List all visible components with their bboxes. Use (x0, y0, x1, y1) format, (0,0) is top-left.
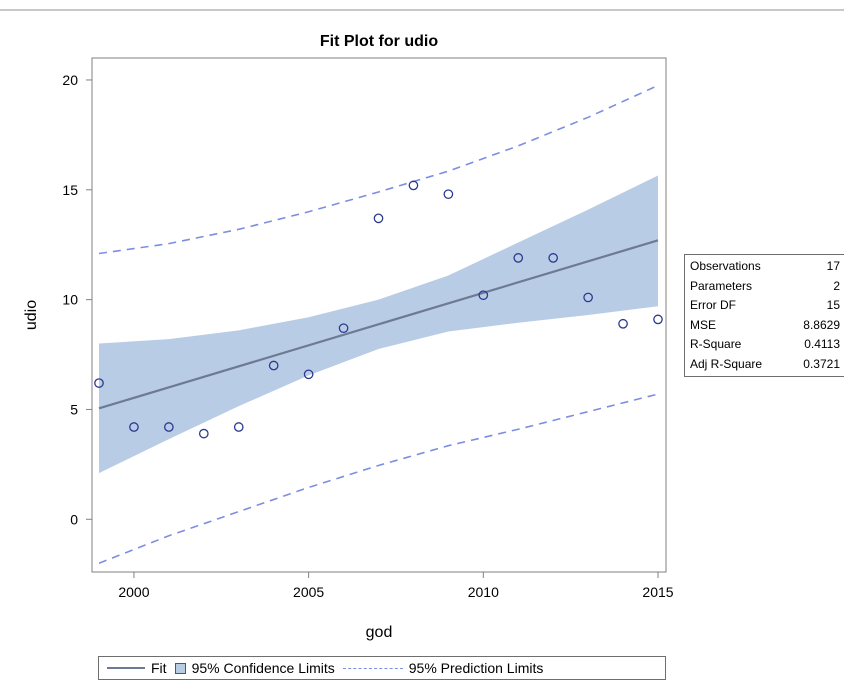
data-point (618, 318, 628, 329)
data-point (303, 369, 314, 380)
y-tick-label: 5 (70, 401, 78, 417)
data-point (129, 422, 139, 432)
legend-label-fit: Fit (151, 660, 167, 676)
stats-row-mse: MSE 8.8629 (690, 317, 840, 332)
data-point (513, 253, 524, 263)
stats-row-adj-r-square: Adj R-Square 0.3721 (690, 356, 840, 371)
data-point (373, 213, 384, 224)
fit-line (98, 239, 659, 410)
fit-statistics-table: Observations 17 Parameters 2 Error DF 15 MS… (684, 254, 844, 377)
data-point (653, 314, 663, 325)
legend-label-confidence: 95% Confidence Limits (191, 660, 335, 676)
data-point (198, 428, 209, 439)
chart-legend: Fit 95% Confidence Limits 95% Prediction… (98, 656, 666, 680)
plot-frame (91, 57, 667, 573)
data-point (164, 422, 174, 432)
data-point (443, 189, 454, 200)
x-tick-label: 2010 (468, 584, 499, 600)
x-tick-label: 2000 (118, 584, 149, 600)
data-point (583, 292, 593, 303)
data-point (548, 253, 559, 263)
data-point (408, 180, 419, 191)
stats-row-observations: Observations 17 (690, 259, 840, 273)
x-tick-label: 2015 (642, 584, 673, 600)
data-point (478, 290, 489, 301)
fit-plot-chart: 0 5 10 15 20 2000 2005 2010 2015 Fit Plot for udi… (23, 33, 674, 641)
y-tick-label: 0 (70, 511, 78, 527)
stats-row-parameters: Parameters 2 (690, 278, 840, 293)
data-point (94, 378, 104, 388)
legend-item-confidence: 95% Confidence Limits (174, 660, 335, 676)
x-axis-label: god (366, 624, 393, 641)
prediction-line-swatch (342, 667, 403, 669)
legend-label-prediction: 95% Prediction Limits (408, 660, 544, 676)
data-point (233, 422, 244, 432)
y-tick-label: 20 (62, 72, 78, 88)
confidence-band-swatch (174, 662, 186, 674)
legend-item-prediction: 95% Prediction Limits (342, 660, 544, 676)
data-point (268, 360, 279, 371)
stats-row-error-df: Error DF 15 (690, 298, 840, 312)
chart-title: Fit Plot for udio (320, 33, 438, 50)
top-divider (0, 9, 844, 11)
x-tick-label: 2005 (293, 584, 324, 600)
y-tick-label: 10 (62, 292, 78, 308)
data-point (338, 323, 349, 334)
legend-item-fit: Fit (107, 660, 167, 676)
y-axis-label: udio (23, 300, 40, 330)
fit-line-swatch (107, 667, 145, 669)
prediction-limit-upper (98, 84, 659, 255)
prediction-limit-lower (98, 393, 659, 564)
stats-row-r-square: R-Square 0.4113 (690, 337, 840, 351)
y-tick-label: 15 (62, 182, 78, 198)
